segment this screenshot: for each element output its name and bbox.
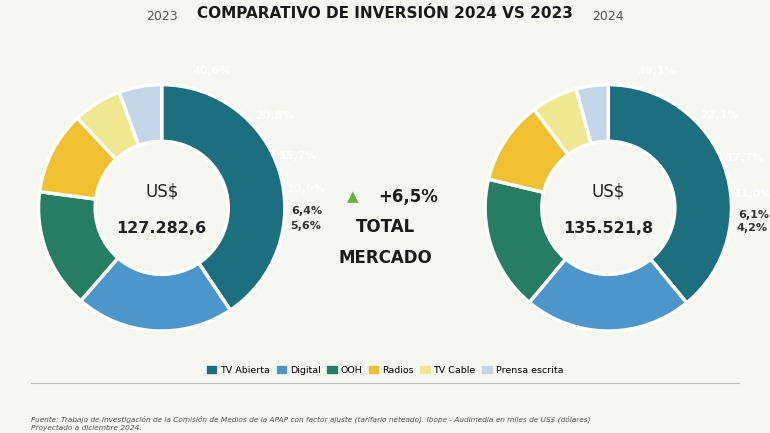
Text: TOTAL: TOTAL: [356, 218, 414, 236]
Text: +6,5%: +6,5%: [378, 188, 438, 206]
Wedge shape: [77, 92, 139, 159]
Wedge shape: [529, 259, 687, 331]
Text: 5,6%: 5,6%: [290, 221, 321, 231]
Text: COMPARATIVO DE INVERSIÓN 2024 VS 2023: COMPARATIVO DE INVERSIÓN 2024 VS 2023: [197, 6, 573, 22]
Wedge shape: [488, 110, 568, 192]
Wedge shape: [576, 84, 608, 144]
Wedge shape: [119, 84, 162, 145]
Text: 2024: 2024: [592, 10, 624, 23]
Text: 15,7%: 15,7%: [279, 152, 317, 162]
Text: 22,1%: 22,1%: [701, 110, 739, 120]
Text: Fuente: Trabajo de Investigación de la Comisión de Medios de la APAP con factor : Fuente: Trabajo de Investigación de la C…: [31, 415, 591, 431]
Wedge shape: [39, 118, 116, 199]
Text: US$: US$: [145, 183, 179, 201]
Text: 11,0%: 11,0%: [734, 189, 770, 199]
Text: 40,6%: 40,6%: [192, 67, 232, 77]
Text: MERCADO: MERCADO: [338, 249, 432, 267]
Wedge shape: [162, 84, 285, 310]
Text: 2023: 2023: [146, 10, 178, 23]
Wedge shape: [485, 179, 566, 302]
Text: 135.521,8: 135.521,8: [563, 221, 654, 236]
Text: US$: US$: [591, 183, 625, 201]
Text: 4,2%: 4,2%: [737, 223, 768, 233]
Legend: TV Abierta, Digital, OOH, Radios, TV Cable, Prensa escrita: TV Abierta, Digital, OOH, Radios, TV Cab…: [203, 362, 567, 378]
Text: 6,1%: 6,1%: [738, 210, 769, 220]
Text: 127.282,6: 127.282,6: [116, 221, 207, 236]
Wedge shape: [534, 89, 591, 155]
Wedge shape: [38, 192, 118, 301]
Text: 10,9%: 10,9%: [286, 184, 325, 194]
Wedge shape: [81, 258, 230, 331]
Wedge shape: [608, 84, 732, 303]
Text: ▲: ▲: [346, 190, 359, 204]
Text: 17,7%: 17,7%: [725, 153, 765, 163]
Text: 6,4%: 6,4%: [292, 206, 323, 216]
Text: 20,8%: 20,8%: [256, 111, 294, 121]
Text: 39,1%: 39,1%: [638, 66, 676, 76]
